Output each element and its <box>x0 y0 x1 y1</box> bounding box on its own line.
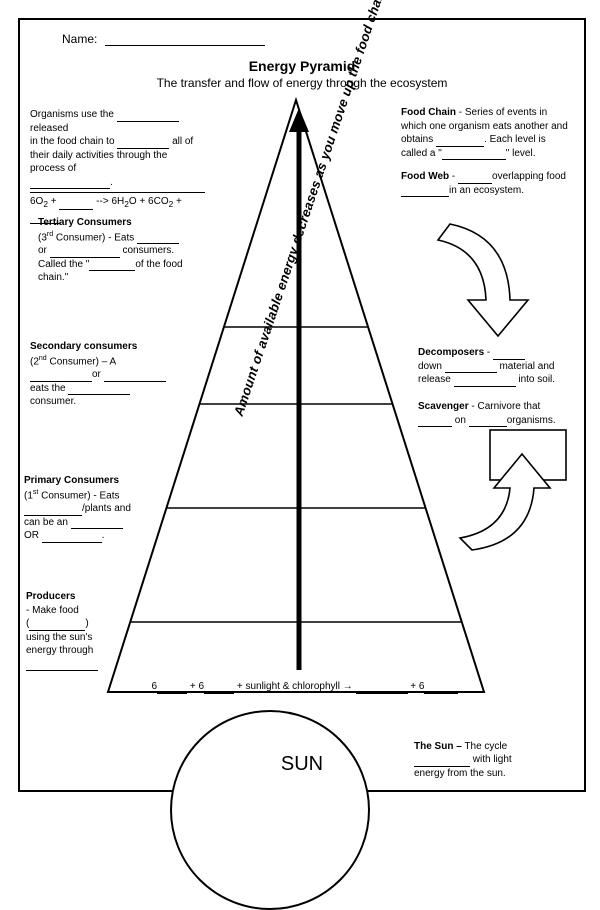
name-label: Name: <box>62 32 97 46</box>
secondary-text: Secondary consumers (2nd Consumer) – A o… <box>30 340 180 409</box>
name-blank[interactable] <box>105 45 265 46</box>
page-subtitle: The transfer and flow of energy through … <box>20 76 584 90</box>
title-block: Energy Pyramid The transfer and flow of … <box>20 58 584 90</box>
organisms-text: Organisms use the released in the food c… <box>30 108 205 224</box>
foodchain-text: Food Chain - Series of events in which o… <box>401 106 576 160</box>
name-field: Name: <box>62 32 265 46</box>
foodweb-text: Food Web - overlapping food in an ecosys… <box>401 170 576 197</box>
worksheet-frame: Name: Energy Pyramid The transfer and fl… <box>18 18 586 792</box>
page-title: Energy Pyramid <box>20 58 584 74</box>
scavenger-text: Scavenger - Carnivore that on organisms. <box>418 400 578 427</box>
decomposers-text: Decomposers - down material and release … <box>418 346 578 387</box>
sun-arc <box>170 710 370 910</box>
primary-text: Primary Consumers (1st Consumer) - Eats … <box>24 474 164 543</box>
producers-text: Producers - Make food () using the sun's… <box>26 590 136 671</box>
sun-label: SUN <box>20 753 584 776</box>
right-arrows <box>410 220 580 560</box>
bottom-equation: 6 + 6 + sunlight & chlorophyll → + 6 <box>125 680 485 694</box>
tertiary-text: Tertiary Consumers (3rd Consumer) - Eats… <box>38 216 188 285</box>
